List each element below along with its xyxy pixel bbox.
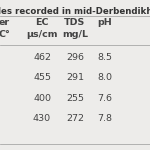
Text: TDS: TDS [64,18,86,27]
Text: 8.5: 8.5 [98,53,112,62]
Text: mg/L: mg/L [62,30,88,39]
Text: 7.6: 7.6 [98,94,112,103]
Text: 462: 462 [33,53,51,62]
Text: C°: C° [0,30,11,39]
Text: 400: 400 [33,94,51,103]
Text: 430: 430 [33,114,51,123]
Text: 291: 291 [66,74,84,82]
Text: les recorded in mid-Derbendikh: les recorded in mid-Derbendikh [0,7,150,16]
Text: er: er [0,18,10,27]
Text: 272: 272 [66,114,84,123]
Text: 8.0: 8.0 [98,74,112,82]
Text: 255: 255 [66,94,84,103]
Text: μs/cm: μs/cm [26,30,58,39]
Text: 296: 296 [66,53,84,62]
Text: 7.8: 7.8 [98,114,112,123]
Text: pH: pH [98,18,112,27]
Text: EC: EC [35,18,49,27]
Text: 455: 455 [33,74,51,82]
